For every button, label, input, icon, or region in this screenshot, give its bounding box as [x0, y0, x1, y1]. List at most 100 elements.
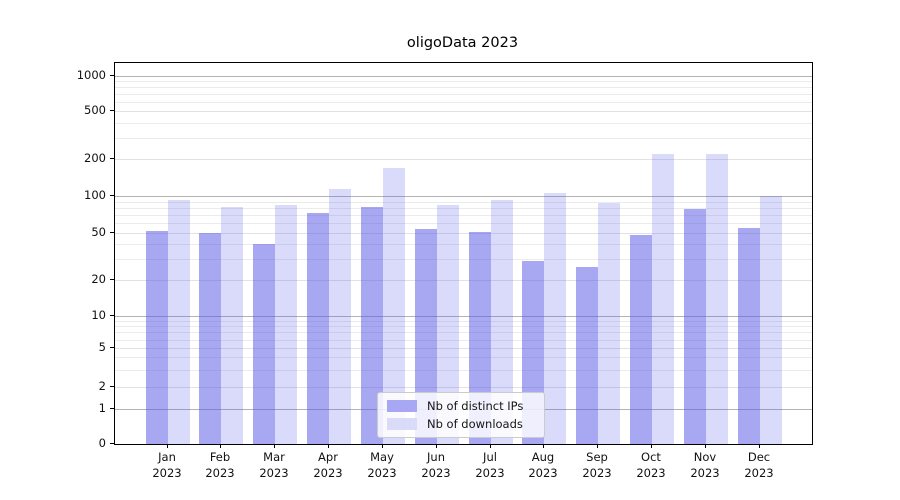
- x-tick-mark-dec: [759, 444, 760, 448]
- x-tick-label-jul: Jul 2023: [462, 450, 518, 481]
- x-tick-mark-mar: [274, 444, 275, 448]
- x-tick-label-aug: Aug 2023: [515, 450, 571, 481]
- bar-distinct-ips-apr: [307, 213, 329, 444]
- gridline-20: [115, 280, 812, 281]
- x-tick-month: Feb: [209, 450, 231, 464]
- bar-downloads-nov: [706, 154, 728, 444]
- x-tick-month: Nov: [693, 450, 717, 464]
- y-tick-mark: [110, 408, 114, 409]
- y-tick-mark: [110, 195, 114, 196]
- gridline-minor: [115, 357, 812, 358]
- y-tick-label-20: 20: [91, 272, 106, 286]
- bar-downloads-apr: [329, 189, 351, 444]
- x-tick-mark-aug: [543, 444, 544, 448]
- x-tick-label-apr: Apr 2023: [300, 450, 356, 481]
- legend-swatch-distinct-ips-icon: [387, 400, 417, 412]
- bar-downloads-jun: [437, 205, 459, 444]
- legend-item-distinct-ips: Nb of distinct IPs: [378, 397, 544, 415]
- x-tick-year: 2023: [582, 465, 612, 480]
- y-tick-label-1: 1: [98, 401, 106, 415]
- y-tick-mark: [110, 386, 114, 387]
- y-tick-mark: [110, 110, 114, 111]
- bar-downloads-dec: [760, 196, 782, 444]
- bar-distinct-ips-sep: [576, 267, 598, 444]
- gridline-minor: [115, 321, 812, 322]
- x-tick-month: Mar: [263, 450, 285, 464]
- bar-distinct-ips-dec: [738, 228, 760, 444]
- x-tick-year: 2023: [421, 465, 451, 480]
- y-tick-label-0: 0: [98, 436, 106, 450]
- y-tick-mark: [110, 315, 114, 316]
- x-tick-month: Jul: [483, 450, 497, 464]
- x-tick-year: 2023: [259, 465, 289, 480]
- chart-title: oligoData 2023: [406, 35, 519, 51]
- x-tick-month: Sep: [586, 450, 608, 464]
- y-tick-mark: [110, 158, 114, 159]
- bar-downloads-sep: [598, 203, 620, 444]
- x-tick-month: Jan: [158, 450, 176, 464]
- y-tick-mark: [110, 443, 114, 444]
- y-tick-label-500: 500: [84, 103, 106, 117]
- gridline-minor: [115, 326, 812, 327]
- y-tick-mark: [110, 75, 114, 76]
- x-tick-mark-jul: [490, 444, 491, 448]
- x-tick-year: 2023: [528, 465, 558, 480]
- gridline-minor: [115, 332, 812, 333]
- x-tick-month: May: [370, 450, 394, 464]
- bar-distinct-ips-may: [361, 207, 383, 444]
- bar-downloads-feb: [221, 207, 243, 444]
- gridline-minor: [115, 208, 812, 209]
- y-tick-label-50: 50: [91, 225, 106, 239]
- x-tick-label-mar: Mar 2023: [246, 450, 302, 481]
- gridline-minor: [115, 370, 812, 371]
- bar-distinct-ips-oct: [630, 235, 652, 444]
- x-tick-month: Aug: [531, 450, 555, 464]
- legend: Nb of distinct IPs Nb of downloads: [377, 392, 545, 438]
- x-tick-mark-may: [382, 444, 383, 448]
- x-tick-month: Apr: [318, 450, 338, 464]
- gridline-200: [115, 159, 812, 160]
- y-tick-label-10: 10: [91, 308, 106, 322]
- gridline-500: [115, 111, 812, 112]
- gridline-minor: [115, 223, 812, 224]
- x-tick-year: 2023: [367, 465, 397, 480]
- gridline-minor: [115, 202, 812, 203]
- x-tick-year: 2023: [475, 465, 505, 480]
- gridline-10: [115, 316, 812, 317]
- y-tick-label-200: 200: [84, 151, 106, 165]
- x-tick-mark-feb: [220, 444, 221, 448]
- y-tick-mark: [110, 279, 114, 280]
- x-tick-year: 2023: [152, 465, 182, 480]
- x-tick-month: Dec: [747, 450, 771, 464]
- y-tick-label-5: 5: [98, 340, 106, 354]
- bar-downloads-aug: [544, 193, 566, 444]
- gridline-minor: [115, 138, 812, 139]
- x-tick-year: 2023: [636, 465, 666, 480]
- gridline-minor: [115, 123, 812, 124]
- gridline-minor: [115, 215, 812, 216]
- x-tick-label-nov: Nov 2023: [677, 450, 733, 481]
- legend-swatch-downloads-icon: [387, 418, 417, 430]
- x-tick-label-oct: Oct 2023: [623, 450, 679, 481]
- bar-distinct-ips-jan: [146, 231, 168, 444]
- bar-downloads-oct: [652, 154, 674, 444]
- gridline-100: [115, 196, 812, 197]
- x-tick-mark-jun: [436, 444, 437, 448]
- y-tick-label-1000: 1000: [76, 68, 106, 82]
- gridline-minor: [115, 81, 812, 82]
- bar-distinct-ips-jun: [415, 229, 437, 444]
- x-tick-label-feb: Feb 2023: [192, 450, 248, 481]
- gridline-minor: [115, 340, 812, 341]
- x-tick-month: Jun: [427, 450, 445, 464]
- x-tick-year: 2023: [313, 465, 343, 480]
- x-tick-label-jan: Jan 2023: [139, 450, 195, 481]
- x-tick-year: 2023: [205, 465, 235, 480]
- gridline-minor: [115, 102, 812, 103]
- bar-downloads-jul: [491, 200, 513, 444]
- x-tick-mark-sep: [597, 444, 598, 448]
- y-tick-label-100: 100: [84, 188, 106, 202]
- x-tick-mark-jan: [167, 444, 168, 448]
- x-tick-month: Oct: [641, 450, 661, 464]
- y-tick-mark: [110, 347, 114, 348]
- bar-downloads-mar: [275, 205, 297, 444]
